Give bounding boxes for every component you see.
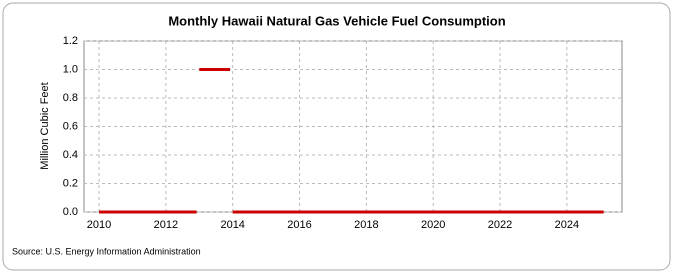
y-tick-label: 0.4 — [63, 149, 78, 161]
x-tick-label: 2018 — [354, 219, 378, 231]
y-tick-label: 0.8 — [63, 92, 78, 104]
x-tick-label: 2012 — [154, 219, 178, 231]
x-tick-label: 2014 — [220, 219, 244, 231]
x-tick-label: 2016 — [287, 219, 311, 231]
x-tick-label: 2022 — [488, 219, 512, 231]
plot-area — [83, 40, 623, 213]
y-tick-label: 1.0 — [63, 63, 78, 75]
data-line — [99, 68, 604, 214]
y-tick-label: 0.0 — [63, 206, 78, 218]
y-tick-label: 0.6 — [63, 120, 78, 132]
y-axis-label: Million Cubic Feet — [39, 82, 51, 169]
y-tick-label: 1.2 — [63, 35, 78, 47]
x-tick-label: 2020 — [421, 219, 445, 231]
chart-title: Monthly Hawaii Natural Gas Vehicle Fuel … — [168, 13, 505, 28]
x-tick-label: 2024 — [555, 219, 579, 231]
source: Source: U.S. Energy Information Administ… — [12, 246, 201, 256]
y-tick-label: 0.2 — [63, 177, 78, 189]
x-tick-label: 2010 — [87, 219, 111, 231]
